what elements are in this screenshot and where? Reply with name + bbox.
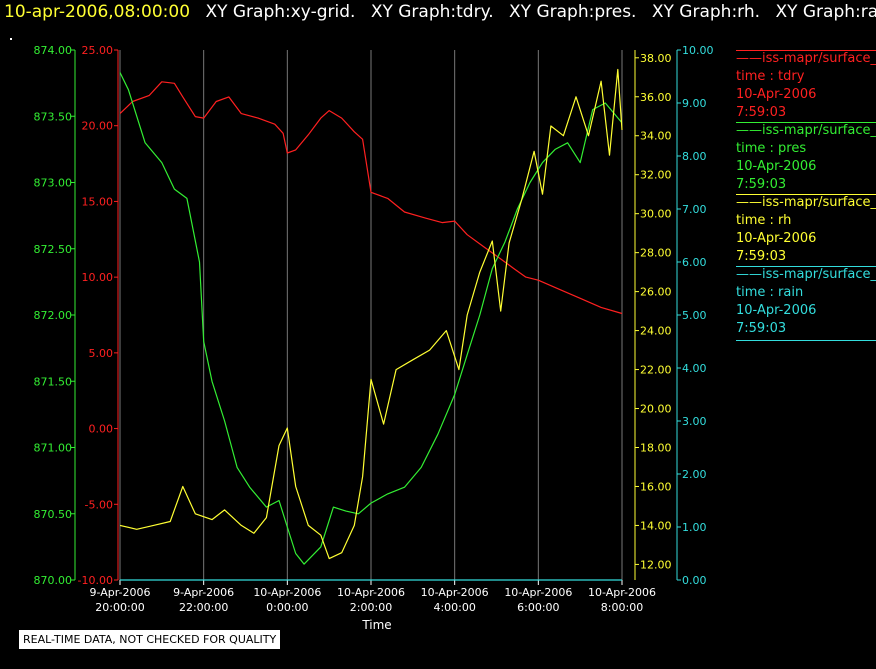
legend-rain: ——iss-mapr/surface_m time : rain 10-Apr-…	[736, 266, 876, 342]
legend-tdry-source: iss-mapr/surface_m	[762, 51, 876, 66]
legend-rh-separator	[736, 194, 876, 195]
x-tick-label-time-4: 4:00:00	[433, 601, 475, 614]
rain-tick-label-2: 2.00	[682, 468, 707, 481]
x-tick-label-date-3: 10-Apr-2006	[337, 586, 405, 599]
rain-tick-label-7: 7.00	[682, 203, 707, 216]
marker-dot	[10, 38, 12, 40]
rain-tick-label-9: 9.00	[682, 97, 707, 110]
x-tick-label-date-5: 10-Apr-2006	[504, 586, 572, 599]
rh-tick-label-13: 38.00	[640, 52, 672, 65]
rh-tick-label-4: 20.00	[640, 403, 672, 416]
rh-tick-label-12: 36.00	[640, 91, 672, 104]
pres-tick-label-7: 873.50	[34, 110, 73, 123]
rh-series-line	[119, 68, 623, 560]
rh-tick-label-5: 22.00	[640, 364, 672, 377]
legend-rain-separator	[736, 266, 876, 267]
quality-note: REAL-TIME DATA, NOT CHECKED FOR QUALITY	[19, 630, 281, 649]
pres-series-line	[119, 72, 623, 565]
rh-tick-label-10: 32.00	[640, 169, 672, 182]
rain-tick-label-4: 4.00	[682, 362, 707, 375]
rain-tick-label-5: 5.00	[682, 309, 707, 322]
x-tick-label-date-0: 9-Apr-2006	[89, 586, 150, 599]
pres-tick-label-2: 871.00	[34, 442, 73, 455]
legend-rain-var: time : rain	[736, 285, 804, 300]
pres-tick-label-5: 872.50	[34, 243, 73, 256]
legend-pres: ——iss-mapr/surface_m time : pres 10-Apr-…	[736, 122, 876, 194]
rain-tick-label-3: 3.00	[682, 415, 707, 428]
legend-rain-date: 10-Apr-2006	[736, 303, 817, 318]
legend-tdry-var: time : tdry	[736, 69, 805, 84]
tdry-tick-label-5: 15.00	[82, 195, 114, 208]
legend-rh-date: 10-Apr-2006	[736, 231, 817, 246]
legend-rain-bottom-separator	[736, 340, 876, 341]
tdry-tick-label-7: 25.00	[82, 44, 114, 57]
rh-tick-label-7: 26.00	[640, 286, 672, 299]
legend-rh-source: iss-mapr/surface_m	[762, 195, 876, 210]
rh-tick-label-0: 12.00	[640, 558, 672, 571]
legend-rain-time: 7:59:03	[736, 321, 787, 336]
rain-tick-label-8: 8.00	[682, 150, 707, 163]
tdry-tick-label-0: -10.00	[78, 574, 113, 587]
tdry-tick-label-6: 20.00	[82, 120, 114, 133]
header-timestamp: 10-apr-2006,08:00:00	[4, 2, 191, 22]
x-tick-label-date-4: 10-Apr-2006	[421, 586, 489, 599]
rh-tick-label-1: 14.00	[640, 519, 672, 532]
tdry-tick-label-3: 5.00	[89, 347, 114, 360]
tdry-series-line	[119, 81, 623, 315]
tdry-tick-label-2: 0.00	[89, 423, 114, 436]
header-graph-rain: XY Graph:rain	[775, 2, 876, 22]
header-graph-xy-grid: XY Graph:xy-grid.	[205, 2, 356, 22]
rain-tick-label-1: 1.00	[682, 521, 707, 534]
x-tick-label-time-3: 2:00:00	[350, 601, 392, 614]
pres-tick-label-0: 870.00	[34, 574, 73, 587]
legend-rain-source: iss-mapr/surface_m	[762, 267, 876, 282]
legend-rh: ——iss-mapr/surface_m time : rh 10-Apr-20…	[736, 194, 876, 266]
tdry-tick-label-1: -5.00	[85, 498, 113, 511]
rh-tick-label-9: 30.00	[640, 208, 672, 221]
rh-tick-label-8: 28.00	[640, 247, 672, 260]
rh-tick-label-2: 16.00	[640, 480, 672, 493]
header-graph-pres: XY Graph:pres.	[509, 2, 637, 22]
x-tick-label-date-2: 10-Apr-2006	[253, 586, 321, 599]
legend-pres-var: time : pres	[736, 141, 807, 156]
legend-pres-source: iss-mapr/surface_m	[762, 123, 876, 138]
tdry-tick-label-4: 10.00	[82, 271, 114, 284]
legend-pres-time: 7:59:03	[736, 177, 787, 192]
header-graph-tdry: XY Graph:tdry.	[370, 2, 494, 22]
x-tick-label-date-1: 9-Apr-2006	[173, 586, 234, 599]
legend-tdry-date: 10-Apr-2006	[736, 87, 817, 102]
legend-pres-date: 10-Apr-2006	[736, 159, 817, 174]
pres-tick-label-3: 871.50	[34, 375, 73, 388]
rain-tick-label-6: 6.00	[682, 256, 707, 269]
rain-tick-label-0: 0.00	[682, 574, 707, 587]
x-tick-label-date-6: 10-Apr-2006	[588, 586, 656, 599]
x-tick-label-time-5: 6:00:00	[517, 601, 559, 614]
legend-tdry: ——iss-mapr/surface_m time : tdry 10-Apr-…	[736, 50, 876, 122]
legend-rh-var: time : rh	[736, 213, 792, 228]
x-tick-label-time-0: 20:00:00	[95, 601, 144, 614]
legend-pres-separator	[736, 122, 876, 123]
rain-tick-label-10: 10.00	[682, 44, 714, 57]
x-tick-label-time-6: 8:00:00	[601, 601, 643, 614]
header-graph-rh: XY Graph:rh.	[651, 2, 761, 22]
pres-tick-label-4: 872.00	[34, 309, 73, 322]
pres-tick-label-8: 874.00	[34, 44, 73, 57]
legend-rh-time: 7:59:03	[736, 249, 787, 264]
rh-tick-label-6: 24.00	[640, 325, 672, 338]
rh-tick-label-11: 34.00	[640, 130, 672, 143]
x-axis-label: Time	[361, 618, 391, 632]
graph-header: 10-apr-2006,08:00:00 XY Graph:xy-grid. X…	[4, 2, 876, 22]
pres-tick-label-6: 873.00	[34, 177, 73, 190]
pres-tick-label-1: 870.50	[34, 508, 73, 521]
rh-tick-label-3: 18.00	[640, 442, 672, 455]
legend-tdry-separator	[736, 50, 876, 51]
legend-tdry-time: 7:59:03	[736, 105, 787, 120]
x-tick-label-time-1: 22:00:00	[179, 601, 228, 614]
x-tick-label-time-2: 0:00:00	[266, 601, 308, 614]
